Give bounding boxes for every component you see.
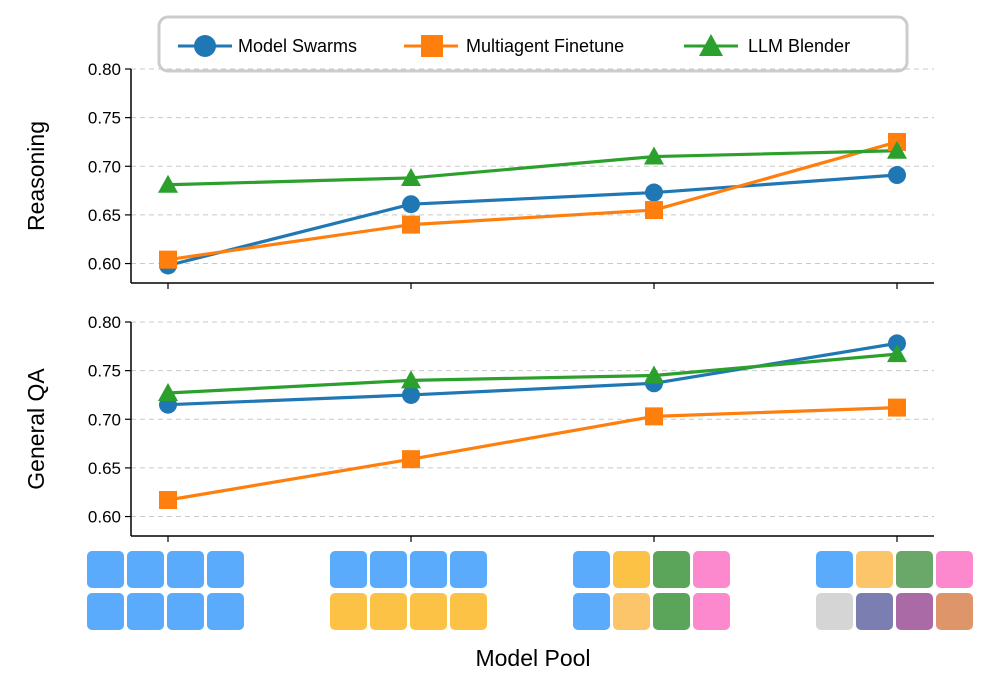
model-tile [127, 593, 164, 630]
model-tile [410, 593, 447, 630]
data-point-model-swarms [402, 195, 420, 214]
model-tile [167, 551, 204, 588]
model-tile [573, 593, 610, 630]
y-tick-label: 0.65 [88, 459, 121, 478]
series-line-llm-blender [167, 352, 898, 395]
series-line-model-swarms [167, 341, 898, 407]
data-point-llm-blender [401, 370, 421, 389]
series-line-multiagent-finetune [167, 406, 898, 502]
model-tile [410, 551, 447, 588]
data-point-model-swarms [645, 183, 663, 202]
model-tile [693, 593, 730, 630]
model-tile [207, 551, 244, 588]
model-tile [653, 593, 690, 630]
panel-reasoning: 0.80 0.75 0.70 0.65 0.60 Reasoning [23, 60, 934, 289]
y-axis-title: Reasoning [23, 121, 49, 231]
data-point-llm-blender [401, 167, 421, 186]
model-tile [816, 593, 853, 630]
panel-general-qa: 0.80 0.75 0.70 0.65 0.60 General QA [23, 313, 934, 542]
y-tick-label: 0.75 [88, 109, 121, 128]
model-pool-tiles [87, 551, 973, 630]
model-tile [370, 551, 407, 588]
series-line-model-swarms [167, 173, 898, 268]
model-tile [613, 551, 650, 588]
series-line-multiagent-finetune [167, 140, 898, 262]
model-tile [370, 593, 407, 630]
data-point-multiagent-finetune [159, 491, 177, 510]
y-tick-label: 0.65 [88, 206, 121, 225]
y-tick-label: 0.60 [88, 255, 121, 274]
series-line-llm-blender [167, 149, 898, 187]
model-tile [127, 551, 164, 588]
data-point-multiagent-finetune [159, 250, 177, 269]
model-tile [207, 593, 244, 630]
model-tile [816, 551, 853, 588]
model-tile [87, 593, 124, 630]
model-tile [330, 551, 367, 588]
legend-marker-multiagent-finetune [421, 35, 443, 57]
legend-label-llm-blender: LLM Blender [748, 36, 850, 56]
x-axis-title: Model Pool [475, 645, 590, 671]
y-tick-label: 0.80 [88, 313, 121, 332]
model-tile [936, 551, 973, 588]
legend-marker-model-swarms [194, 35, 216, 57]
legend: Model Swarms Multiagent Finetune LLM Ble… [157, 15, 909, 73]
model-tile [936, 593, 973, 630]
y-tick-label: 0.80 [88, 60, 121, 79]
data-point-llm-blender [158, 174, 178, 193]
y-tick-label: 0.70 [88, 157, 121, 176]
data-point-llm-blender [158, 383, 178, 402]
legend-label-multiagent-finetune: Multiagent Finetune [466, 36, 624, 56]
data-point-llm-blender [644, 146, 664, 165]
model-tile [856, 551, 893, 588]
model-tile [167, 593, 204, 630]
y-tick-label: 0.60 [88, 508, 121, 527]
model-tile [330, 593, 367, 630]
model-tile [653, 551, 690, 588]
model-tile [613, 593, 650, 630]
data-point-multiagent-finetune [402, 215, 420, 234]
data-point-multiagent-finetune [645, 407, 663, 426]
data-point-multiagent-finetune [888, 398, 906, 417]
model-tile [693, 551, 730, 588]
y-axis-title: General QA [23, 368, 49, 490]
data-point-llm-blender [887, 140, 907, 159]
data-point-model-swarms [402, 385, 420, 404]
data-point-llm-blender [887, 344, 907, 363]
data-point-model-swarms [888, 166, 906, 185]
data-point-multiagent-finetune [645, 201, 663, 220]
model-tile [87, 551, 124, 588]
data-point-llm-blender [644, 365, 664, 384]
model-tile [450, 593, 487, 630]
model-tile [896, 551, 933, 588]
legend-marker-llm-blender [699, 34, 723, 56]
data-point-model-swarms [888, 334, 906, 353]
y-tick-label: 0.75 [88, 362, 121, 381]
model-tile [896, 593, 933, 630]
y-tick-label: 0.70 [88, 410, 121, 429]
legend-label-model-swarms: Model Swarms [238, 36, 357, 56]
data-point-multiagent-finetune [402, 450, 420, 469]
model-tile [856, 593, 893, 630]
model-tile [450, 551, 487, 588]
legend-frame [157, 15, 909, 73]
model-tile [573, 551, 610, 588]
